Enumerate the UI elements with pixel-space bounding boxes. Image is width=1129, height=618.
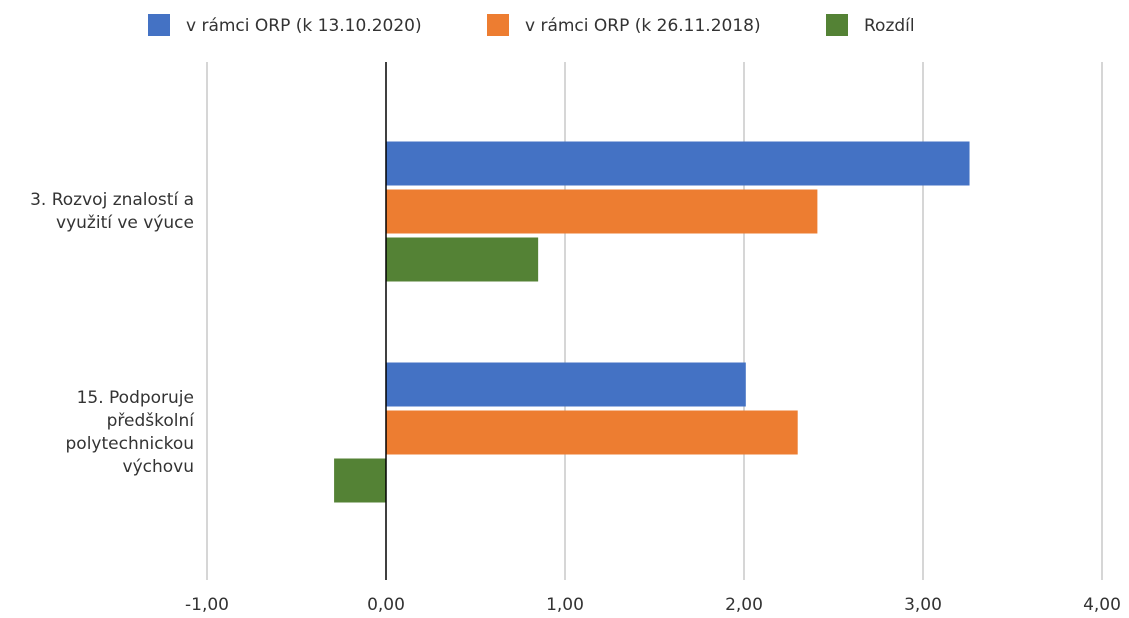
legend-swatch	[826, 14, 848, 36]
bar	[386, 410, 798, 455]
bar	[386, 189, 818, 234]
legend-label: v rámci ORP (k 26.11.2018)	[525, 16, 761, 36]
x-tick-label: 4,00	[1083, 595, 1121, 615]
bar	[386, 362, 746, 407]
x-tick-label: 1,00	[546, 595, 584, 615]
bar	[334, 458, 386, 503]
bar	[386, 141, 970, 186]
legend-label: Rozdíl	[864, 16, 915, 36]
x-tick-label: -1,00	[185, 595, 229, 615]
bar	[386, 237, 539, 282]
y-tick-label: 3. Rozvoj znalostí a využití ve výuce	[30, 189, 194, 233]
legend-swatch	[487, 14, 509, 36]
legend-label: v rámci ORP (k 13.10.2020)	[186, 16, 422, 36]
x-tick-label: 2,00	[725, 595, 763, 615]
legend-swatch	[148, 14, 170, 36]
x-tick-label: 0,00	[367, 595, 405, 615]
y-tick-label: 15. Podporuje předškolní polytechnickou …	[65, 387, 194, 477]
x-tick-label: 3,00	[904, 595, 942, 615]
